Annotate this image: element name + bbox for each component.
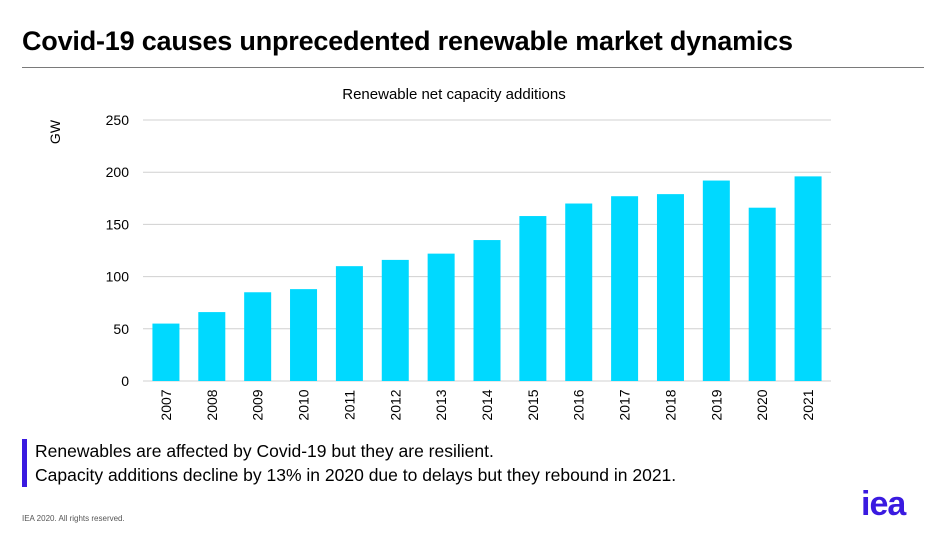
x-tick-label: 2011 <box>341 390 357 420</box>
y-tick-label: 150 <box>106 216 130 232</box>
iea-logo: iea <box>861 485 906 523</box>
key-message: Renewables are affected by Covid-19 but … <box>22 439 676 487</box>
bar <box>427 253 455 381</box>
bar <box>565 203 593 381</box>
slide-title: Covid-19 causes unprecedented renewable … <box>22 26 793 56</box>
x-tick-label: 2014 <box>479 389 495 420</box>
y-tick-label: 50 <box>113 321 129 337</box>
x-tick-label: 2012 <box>387 389 403 420</box>
x-tick-label: 2016 <box>571 389 587 420</box>
key-message-line-2: Capacity additions decline by 13% in 202… <box>35 465 677 485</box>
y-tick-label: 250 <box>106 112 130 128</box>
bar <box>611 196 639 381</box>
bar <box>198 312 226 381</box>
bar <box>244 292 272 381</box>
x-tick-label: 2010 <box>296 389 312 420</box>
bar <box>794 176 822 381</box>
bar <box>473 240 501 381</box>
x-tick-label: 2013 <box>433 389 449 420</box>
bar <box>290 289 318 381</box>
bar <box>335 266 363 381</box>
x-tick-label: 2020 <box>754 389 770 420</box>
x-tick-label: 2015 <box>525 389 541 420</box>
x-tick-label: 2019 <box>708 389 724 420</box>
y-tick-label: 0 <box>121 373 129 389</box>
copyright-notice: IEA 2020. All rights reserved. <box>22 514 125 523</box>
bar <box>656 194 684 381</box>
x-tick-label: 2017 <box>617 389 633 420</box>
y-tick-label: 100 <box>106 269 130 285</box>
bar <box>381 259 409 381</box>
y-tick-label: 200 <box>106 164 130 180</box>
chart-title: Renewable net capacity additions <box>342 86 566 103</box>
x-tick-label: 2008 <box>204 389 220 420</box>
key-message-line-1: Renewables are affected by Covid-19 but … <box>35 441 494 461</box>
x-tick-label: 2021 <box>800 389 816 420</box>
x-tick-label: 2018 <box>662 389 678 420</box>
bar <box>702 180 730 381</box>
bar <box>748 207 776 381</box>
bar <box>152 323 180 381</box>
bar <box>519 216 547 381</box>
x-tick-label: 2007 <box>158 389 174 420</box>
title-divider <box>22 67 924 68</box>
x-tick-label: 2009 <box>250 389 266 420</box>
